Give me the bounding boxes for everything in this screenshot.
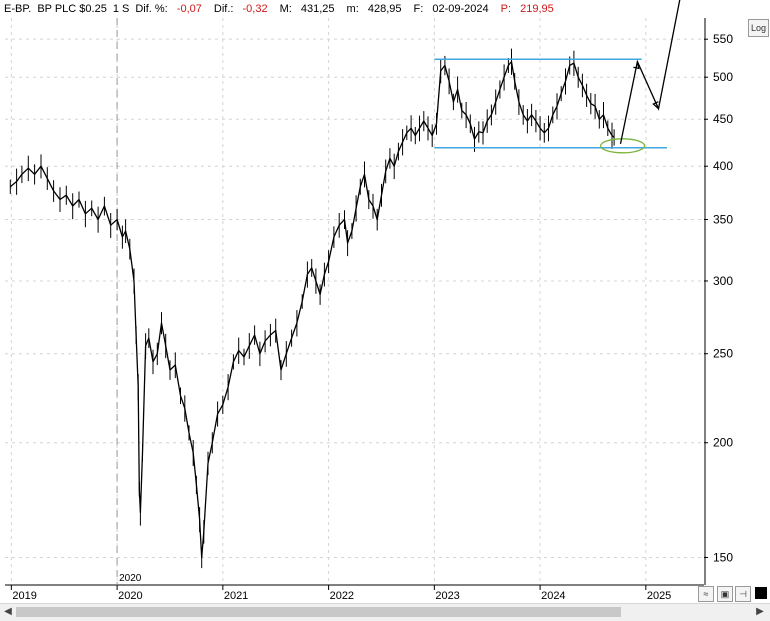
date-value: 02-09-2024 — [432, 3, 489, 15]
dif-label: Dif.: — [213, 3, 234, 15]
date-label: F: — [413, 3, 424, 15]
y-tick-label: 550 — [713, 32, 733, 46]
y-tick-label: 450 — [713, 112, 733, 126]
year-marker-label: 2020 — [119, 573, 142, 584]
log-scale-toggle[interactable]: Log — [748, 19, 769, 37]
chart-header: E-BP. BP PLC $0.25 1 S Dif. %: -0,07 Dif.: -… — [0, 0, 704, 18]
x-tick-label: 2020 — [118, 590, 142, 602]
y-tick-label: 300 — [713, 274, 733, 288]
pin-icon[interactable]: ⊣ — [735, 586, 751, 602]
dif-value: -0,32 — [242, 3, 268, 15]
dif-pct-label: Dif. %: — [135, 3, 168, 15]
high-value: 431,25 — [300, 3, 335, 15]
projection-arrowhead — [652, 101, 659, 110]
x-tick-label: 2022 — [330, 590, 354, 602]
x-tick-label: 2023 — [435, 590, 459, 602]
grid-lines — [5, 18, 704, 585]
y-tick-label: 200 — [713, 436, 733, 450]
price-label: P: — [500, 3, 512, 15]
price-line — [9, 60, 615, 559]
horizontal-scrollbar[interactable]: ◀ ▶ — [0, 603, 770, 621]
price-value: 219,95 — [520, 3, 554, 15]
y-axis-ticks: 150 200 250 300 350 400 450 500 550 — [704, 32, 733, 564]
instrument-name: BP PLC $0.25 — [37, 3, 107, 15]
high-label: M: — [279, 3, 292, 15]
wave-icon[interactable]: ≈ — [698, 586, 714, 602]
projection-path — [619, 0, 681, 145]
x-tick-label: 2021 — [224, 590, 248, 602]
y-tick-label: 150 — [713, 550, 733, 564]
x-axis-ticks: 2019 2020 2021 2022 2023 2024 2025 — [10, 585, 671, 602]
x-tick-label: 2024 — [541, 590, 565, 602]
scroll-left-icon[interactable]: ◀ — [4, 606, 12, 617]
x-tick-label: 2019 — [12, 590, 36, 602]
scroll-right-icon[interactable]: ▶ — [756, 606, 764, 617]
highlight-ellipse — [599, 138, 646, 154]
y-tick-label: 500 — [713, 70, 733, 84]
period-label: 1 S — [112, 3, 130, 15]
projection-arrowhead — [633, 61, 640, 70]
color-square-icon[interactable] — [755, 587, 767, 599]
x-tick-label: 2025 — [647, 590, 671, 602]
dif-pct-value: -0,07 — [176, 3, 202, 15]
low-value: 428,95 — [367, 3, 402, 15]
chart-annotations — [434, 0, 681, 154]
save-icon[interactable]: ▣ — [717, 586, 733, 602]
low-label: m: — [346, 3, 359, 15]
scroll-thumb[interactable] — [16, 607, 621, 617]
symbol-label: E-BP. — [4, 3, 32, 15]
price-series — [9, 48, 615, 569]
y-tick-label: 350 — [713, 212, 733, 226]
y-tick-label: 250 — [713, 347, 733, 361]
y-tick-label: 400 — [713, 159, 733, 173]
